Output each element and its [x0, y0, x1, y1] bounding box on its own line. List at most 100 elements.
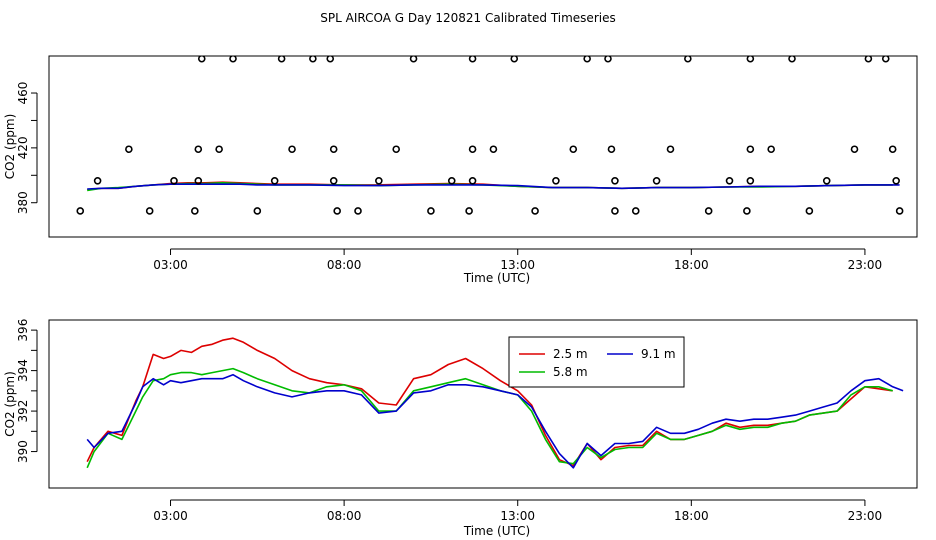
x-tick-label: 23:00 [848, 258, 883, 272]
scatter-point [531, 207, 539, 215]
scatter-point [892, 176, 900, 185]
scatter-point [145, 207, 154, 215]
x-tick-label: 13:00 [500, 509, 535, 523]
scatter-point [468, 176, 477, 185]
scatter-point [552, 176, 560, 185]
scatter-point [468, 145, 477, 154]
y-tick-label: 390 [16, 440, 30, 463]
scatter-point [409, 56, 418, 63]
scatter-point [864, 56, 873, 63]
scatter-point [194, 145, 203, 154]
legend-label: 9.1 m [641, 347, 676, 361]
x-tick-label: 08:00 [327, 258, 362, 272]
y-axis-title: CO2 (ppm) [3, 114, 17, 180]
x-tick-label: 03:00 [153, 509, 188, 523]
scatter-point [746, 56, 755, 63]
scatter-point [489, 145, 498, 154]
scatter-point [277, 56, 286, 63]
x-axis-title: Time (UTC) [463, 524, 530, 538]
scatter-point [191, 207, 199, 215]
legend-label: 5.8 m [553, 365, 588, 379]
scatter-point [76, 207, 85, 215]
scatter-point [125, 145, 133, 154]
legend-entry: 9.1 m [607, 347, 676, 361]
scatter-point [215, 145, 223, 154]
scatter-point [510, 56, 519, 63]
scatter-point [253, 207, 262, 215]
scatter-point [468, 56, 477, 63]
scatter-point [888, 145, 897, 154]
scatter-point [805, 207, 814, 215]
scatter-point [684, 56, 692, 63]
scatter-point [746, 176, 755, 185]
y-tick-label: 420 [16, 136, 30, 159]
bottom-panel: 03:00 08:00 13:00 18:00 23:00 Time (UTC) 390 39… [3, 319, 918, 538]
plot-frame [48, 319, 918, 489]
y-axis-title: CO2 (ppm) [3, 371, 17, 437]
legend-box [508, 336, 685, 388]
y-tick-label: 394 [16, 359, 30, 382]
scatter-point [743, 207, 751, 215]
legend-entry: 5.8 m [519, 365, 588, 379]
series-line-2-5-m [86, 337, 893, 467]
scatter-point [895, 207, 904, 215]
scatter-point [767, 145, 775, 154]
scatter-point [197, 56, 206, 63]
scatter-point [725, 176, 734, 185]
legend-label: 2.5 m [553, 347, 588, 361]
plot-data [76, 56, 904, 215]
scatter-point [822, 176, 831, 185]
scatter-point [788, 56, 796, 63]
series-line-5-8-m [86, 367, 893, 469]
scatter-point [631, 207, 640, 215]
scatter-point [604, 56, 612, 63]
scatter-point [229, 56, 237, 63]
scatter-point [170, 176, 178, 185]
scatter-point [326, 56, 335, 63]
scatter-point [270, 176, 279, 185]
scatter-point [329, 176, 338, 185]
scatter-point [288, 145, 296, 154]
x-tick-label: 23:00 [848, 509, 883, 523]
scatter-point [666, 145, 675, 154]
x-axis-title: Time (UTC) [463, 271, 530, 285]
scatter-point [194, 176, 203, 185]
x-tick-label: 13:00 [500, 258, 535, 272]
y-tick-label: 396 [16, 319, 30, 342]
scatter-point [333, 207, 341, 215]
plot-frame [48, 55, 918, 238]
x-tick-label: 18:00 [674, 509, 709, 523]
scatter-point [881, 56, 890, 63]
scatter-point [329, 145, 338, 154]
scatter-point [93, 176, 102, 185]
scatter-point [447, 176, 456, 185]
scatter-point [611, 176, 619, 185]
scatter-point [309, 56, 317, 63]
x-tick-label: 08:00 [327, 509, 362, 523]
scatter-point [850, 145, 859, 154]
scatter-point [375, 176, 383, 185]
scatter-point [465, 207, 473, 215]
y-tick-label: 460 [16, 82, 30, 105]
scatter-point [607, 145, 616, 154]
chart-title: SPL AIRCOA G Day 120821 Calibrated Times… [320, 11, 615, 25]
scatter-point [569, 145, 578, 154]
series-line-9-1-m [86, 373, 904, 469]
scatter-point [611, 207, 619, 215]
scatter-point [704, 207, 713, 215]
x-tick-label: 18:00 [674, 258, 709, 272]
scatter-point [392, 145, 401, 154]
legend: 2.5 m 9.1 m 5.8 m [508, 336, 685, 388]
plot-data [86, 337, 904, 469]
scatter-point [354, 207, 362, 215]
top-panel: 03:00 08:00 13:00 18:00 23:00 Time (UTC) 380 42… [3, 55, 918, 285]
y-tick-label: 392 [16, 400, 30, 423]
scatter-point [583, 56, 591, 63]
x-tick-label: 03:00 [153, 258, 188, 272]
legend-entry: 2.5 m [519, 347, 588, 361]
scatter-point [652, 176, 661, 185]
y-tick-label: 380 [16, 191, 30, 214]
series-line-9-1-m [87, 183, 900, 190]
scatter-point [746, 145, 755, 154]
